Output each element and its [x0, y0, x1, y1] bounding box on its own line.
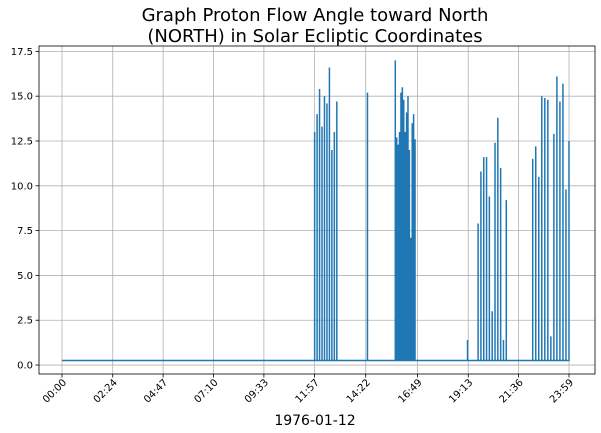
- series-group: [62, 60, 570, 362]
- x-tick-label: 21:36: [498, 377, 526, 405]
- x-tick-label: 14:22: [345, 377, 373, 405]
- plot-frame: [38, 45, 596, 375]
- y-tick-label: 17.5: [11, 47, 33, 58]
- y-tick-label: 0.0: [17, 361, 33, 372]
- y-tick-label: 7.5: [17, 226, 33, 237]
- chart-title-line-1: Graph Proton Flow Angle toward North: [142, 5, 489, 26]
- y-tick-label: 2.5: [17, 316, 33, 327]
- y-tick-label: 12.5: [11, 136, 33, 147]
- y-tick-label: 5.0: [17, 271, 33, 282]
- x-tick-label: 07:10: [192, 377, 220, 405]
- y-tick-label: 15.0: [11, 92, 33, 103]
- x-tick-label: 16:49: [396, 377, 424, 405]
- series-line: [62, 60, 570, 362]
- x-tick-label: 23:59: [548, 377, 576, 405]
- x-tick-label: 02:24: [92, 377, 120, 405]
- x-tick-label: 04:47: [142, 377, 170, 405]
- y-axis-ticks: 0.0 2.5 5.0 7.5 10.0 12.5 15.0 17.5: [11, 47, 39, 372]
- y-tick-label: 10.0: [11, 181, 33, 192]
- x-tick-label: 09:33: [243, 377, 271, 405]
- x-axis-ticks: 00:00 02:24 04:47 07:10 09:33 11:57 14:22 16:49…: [41, 374, 576, 406]
- x-axis-label: 1976-01-12: [274, 413, 355, 429]
- x-tick-label: 19:13: [447, 377, 475, 405]
- chart-title-line-2: (NORTH) in Solar Ecliptic Coordinates: [147, 26, 482, 47]
- x-tick-label: 00:00: [41, 377, 69, 405]
- x-tick-label: 11:57: [294, 377, 322, 405]
